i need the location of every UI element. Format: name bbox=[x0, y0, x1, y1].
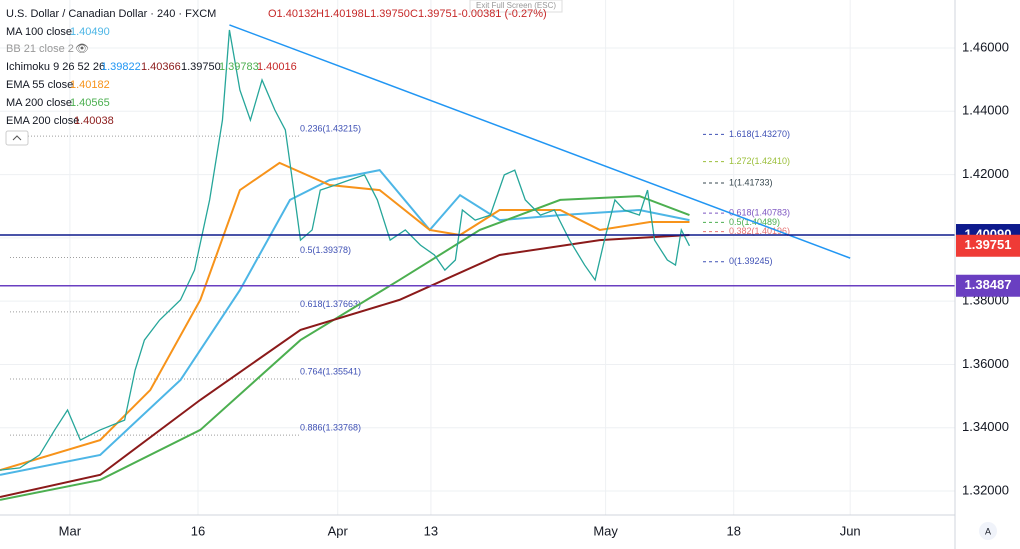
indicator-line bbox=[0, 234, 690, 499]
plot-area: 0.236(1.43215) 0.5(1.39378) 0.618(1.37663)… bbox=[0, 0, 955, 515]
legend-name: Ichimoku 9 26 52 26 bbox=[6, 61, 105, 73]
indicator-line bbox=[0, 161, 690, 472]
y-tick-label: 1.42000 bbox=[962, 166, 1009, 181]
x-tick-label: Jun bbox=[840, 523, 861, 538]
price-line bbox=[0, 29, 691, 471]
fib-label: 0.236(1.43215) bbox=[300, 124, 361, 134]
fib-label: 0.618(1.40783) bbox=[729, 207, 790, 217]
price-label-box bbox=[956, 234, 1020, 257]
collapse-button[interactable] bbox=[5, 130, 29, 146]
x-tick-label: 13 bbox=[424, 523, 438, 538]
ohlc: -0.00381 (-0.27%) bbox=[458, 8, 547, 20]
y-tick-label: 1.44000 bbox=[962, 103, 1009, 118]
legend-name: EMA 200 close bbox=[6, 115, 79, 127]
legend-value: 1.39783 bbox=[219, 61, 259, 73]
trendline bbox=[229, 24, 851, 259]
legend-value: 1.39822 bbox=[101, 61, 141, 73]
legend-value: 1.40038 bbox=[74, 115, 114, 127]
y-tick-label: 1.36000 bbox=[962, 356, 1009, 371]
ohlc: L1.39750 bbox=[364, 8, 410, 20]
ohlc: C1.39751 bbox=[410, 8, 458, 20]
legend-name: BB 21 close 2 bbox=[6, 43, 74, 55]
title: U.S. Dollar / Canadian Dollar · 240 · FX… bbox=[6, 8, 216, 20]
legend-value: 1.39750 bbox=[181, 61, 221, 73]
fib-label: 0(1.39245) bbox=[729, 256, 773, 266]
legend-value: 1.40490 bbox=[70, 26, 110, 38]
auto-scale-label[interactable]: A bbox=[985, 526, 991, 536]
x-tick-label: Mar bbox=[59, 523, 82, 538]
y-tick-label: 1.32000 bbox=[962, 482, 1009, 497]
fib-label: 0.5(1.39378) bbox=[300, 245, 351, 255]
legend-value: 1.40366 bbox=[141, 61, 181, 73]
price-label-box bbox=[956, 274, 1020, 297]
fib-label: 0.764(1.35541) bbox=[300, 366, 361, 376]
legend-name: EMA 55 close bbox=[6, 79, 73, 91]
y-tick-label: 1.34000 bbox=[962, 419, 1009, 434]
fib-label: 0.382(1.40196) bbox=[729, 226, 790, 236]
legend-value: 1.40565 bbox=[70, 97, 110, 109]
fib-label: 1.618(1.43270) bbox=[729, 129, 790, 139]
price-label: 1.39751 bbox=[965, 237, 1012, 252]
legend-name: MA 100 close bbox=[6, 26, 72, 38]
ohlc: O1.40132 bbox=[268, 8, 316, 20]
exit-text[interactable]: Exit Full Screen (ESC) bbox=[476, 1, 556, 10]
legend-value: 1.40016 bbox=[257, 61, 297, 73]
fib-label: 1(1.41733) bbox=[729, 177, 773, 187]
x-tick-label: Apr bbox=[328, 523, 349, 538]
legend-name: MA 200 close bbox=[6, 97, 72, 109]
fib-label: 0.618(1.37663) bbox=[300, 299, 361, 309]
legend: U.S. Dollar / Canadian Dollar · 240 · FX… bbox=[5, 8, 547, 146]
fib-label: 1.272(1.42410) bbox=[729, 156, 790, 166]
indicator-line bbox=[0, 169, 690, 476]
x-tick-label: 16 bbox=[191, 523, 205, 538]
indicator-line bbox=[0, 195, 690, 501]
legend-value: 1.40182 bbox=[70, 79, 110, 91]
ohlc: H1.40198 bbox=[316, 8, 364, 20]
fib-label: 0.886(1.33768) bbox=[300, 422, 361, 432]
x-tick-label: 18 bbox=[726, 523, 740, 538]
price-label: 1.38487 bbox=[965, 277, 1012, 292]
collapse-icon[interactable] bbox=[12, 135, 22, 141]
exit-button[interactable] bbox=[469, 0, 563, 13]
y-tick-label: 1.46000 bbox=[962, 39, 1009, 54]
eye-icon[interactable]: 👁 bbox=[75, 43, 89, 55]
auto-scale-button[interactable] bbox=[979, 522, 997, 540]
x-tick-label: May bbox=[593, 523, 618, 538]
